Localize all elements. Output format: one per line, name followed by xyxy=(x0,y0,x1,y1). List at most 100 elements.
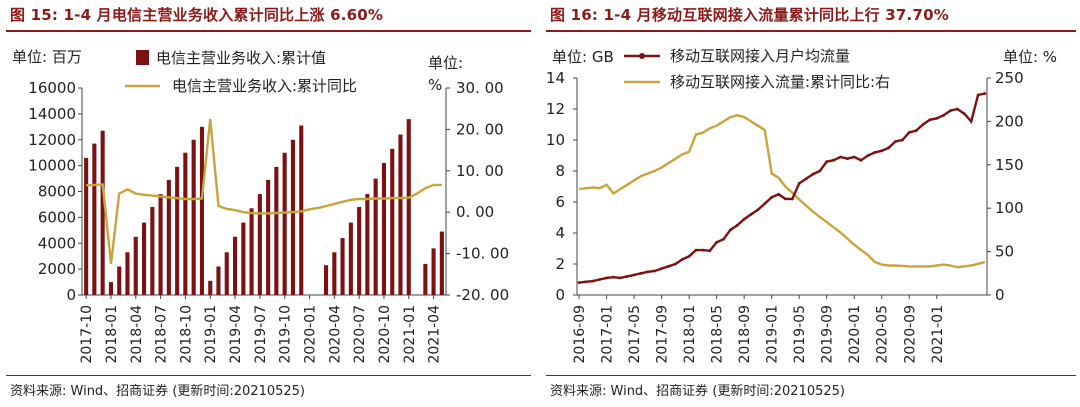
bar xyxy=(183,152,188,295)
x-tick-label: 2018-07 xyxy=(154,305,170,364)
chart-left-svg: 0 2000 4000 6000 8000 10000 12000 14000 16000 -20… xyxy=(12,48,509,364)
data-point xyxy=(735,223,739,227)
data-point xyxy=(983,92,987,95)
chart-panel-right: 图 16: 1-4 月移动互联网接入流量累计同比上行 37.70% 0 2 4 6 8 1… xyxy=(540,0,1080,407)
series-line xyxy=(86,118,442,265)
bar xyxy=(175,166,180,295)
data-point xyxy=(825,160,829,164)
y-tick-label-right: 30. 00 xyxy=(456,79,504,97)
bar xyxy=(150,207,155,295)
data-point xyxy=(701,248,705,252)
bar xyxy=(365,194,370,295)
data-point xyxy=(591,279,595,283)
x-tick-label: 2019-09 xyxy=(820,305,836,364)
data-point xyxy=(949,109,952,112)
bar xyxy=(423,263,428,295)
y-tick-label-left: 4 xyxy=(555,224,565,242)
legend-marker xyxy=(639,53,645,59)
bar xyxy=(373,178,378,295)
data-point xyxy=(653,269,657,273)
y-tick-label-left: 8 xyxy=(555,162,565,180)
data-point xyxy=(605,276,608,280)
bar xyxy=(348,222,353,295)
x-tick-label: 2020-05 xyxy=(875,305,891,364)
right-unit-label: 单位: xyxy=(428,54,463,72)
x-tick-label: 2019-05 xyxy=(792,305,808,364)
bar xyxy=(241,222,246,295)
x-tick-label: 2021-01 xyxy=(402,305,418,364)
bar xyxy=(290,139,295,296)
x-tick-label: 2020-04 xyxy=(327,305,343,364)
data-point xyxy=(639,271,643,275)
x-tick-label: 2020-01 xyxy=(847,305,863,364)
y-tick-label-right: 50 xyxy=(995,243,1014,261)
x-tick-label: 2019-04 xyxy=(228,305,244,364)
y-tick-label-left: 0 xyxy=(66,286,76,304)
x-tick-label: 2017-05 xyxy=(627,305,643,364)
y-tick-label-left: 16000 xyxy=(28,79,76,97)
legend-label: 移动互联网接入月户均流量 xyxy=(670,47,850,65)
y-tick-label-left: 2 xyxy=(555,255,565,273)
x-tick-label: 2018-05 xyxy=(710,305,726,364)
bar xyxy=(133,236,138,295)
x-tick-label: 2016-09 xyxy=(572,305,588,364)
bar xyxy=(199,126,204,295)
y-tick-label-left: 6000 xyxy=(38,208,76,226)
bar xyxy=(224,252,229,295)
data-point xyxy=(866,154,870,157)
y-tick-label-left: 8000 xyxy=(38,183,76,201)
bar xyxy=(324,265,329,295)
data-point xyxy=(715,240,718,244)
legend-label: 电信主营业务收入:累计同比 xyxy=(172,77,357,95)
bar xyxy=(84,157,89,295)
bar xyxy=(117,266,122,295)
x-tick-label: 2017-10 xyxy=(79,305,95,364)
data-point xyxy=(873,151,877,154)
data-point xyxy=(694,248,698,252)
data-point xyxy=(804,177,808,181)
source-divider xyxy=(6,375,531,376)
y-tick-label-left: 14 xyxy=(546,69,565,87)
data-point xyxy=(956,107,959,111)
y-tick-label-left: 6 xyxy=(555,193,565,211)
bar xyxy=(158,194,163,295)
data-point xyxy=(818,169,822,173)
x-tick-label: 2018-09 xyxy=(737,305,753,364)
bar xyxy=(357,207,362,295)
data-point xyxy=(914,129,918,133)
data-point xyxy=(921,123,925,126)
bar xyxy=(282,152,287,295)
y-tick-label-right: 100 xyxy=(995,199,1024,217)
x-tick-label: 2020-07 xyxy=(352,305,368,364)
data-point xyxy=(839,155,842,159)
data-point xyxy=(777,192,780,196)
bar xyxy=(191,139,196,296)
x-tick-label: 2017-09 xyxy=(655,305,671,364)
y-tick-label-right: 0 xyxy=(995,286,1005,304)
data-point xyxy=(756,208,760,212)
y-tick-label-right: 0. 00 xyxy=(456,203,494,221)
y-tick-label-right: 150 xyxy=(995,156,1024,174)
data-point xyxy=(598,278,602,281)
title-divider xyxy=(546,30,1076,32)
bar xyxy=(439,231,444,295)
data-point xyxy=(667,264,670,268)
y-tick-label-right: 10. 00 xyxy=(456,162,504,180)
x-tick-label: 2019-10 xyxy=(278,305,294,364)
title-divider xyxy=(6,30,531,32)
bar xyxy=(125,252,130,295)
x-tick-label: 2020-09 xyxy=(902,305,918,364)
bar xyxy=(257,194,262,295)
data-point xyxy=(859,158,863,162)
y-tick-label-left: 10000 xyxy=(28,157,76,175)
y-tick-label-left: 14000 xyxy=(28,105,76,123)
legend-swatch-bar xyxy=(136,50,149,65)
data-point xyxy=(612,275,615,279)
data-point xyxy=(852,155,856,159)
bar xyxy=(398,134,403,295)
bar xyxy=(381,163,386,295)
bar xyxy=(166,179,171,295)
y-tick-label-left: 2000 xyxy=(38,260,76,278)
source-divider xyxy=(546,375,1076,376)
y-tick-label-left: 0 xyxy=(555,286,565,304)
